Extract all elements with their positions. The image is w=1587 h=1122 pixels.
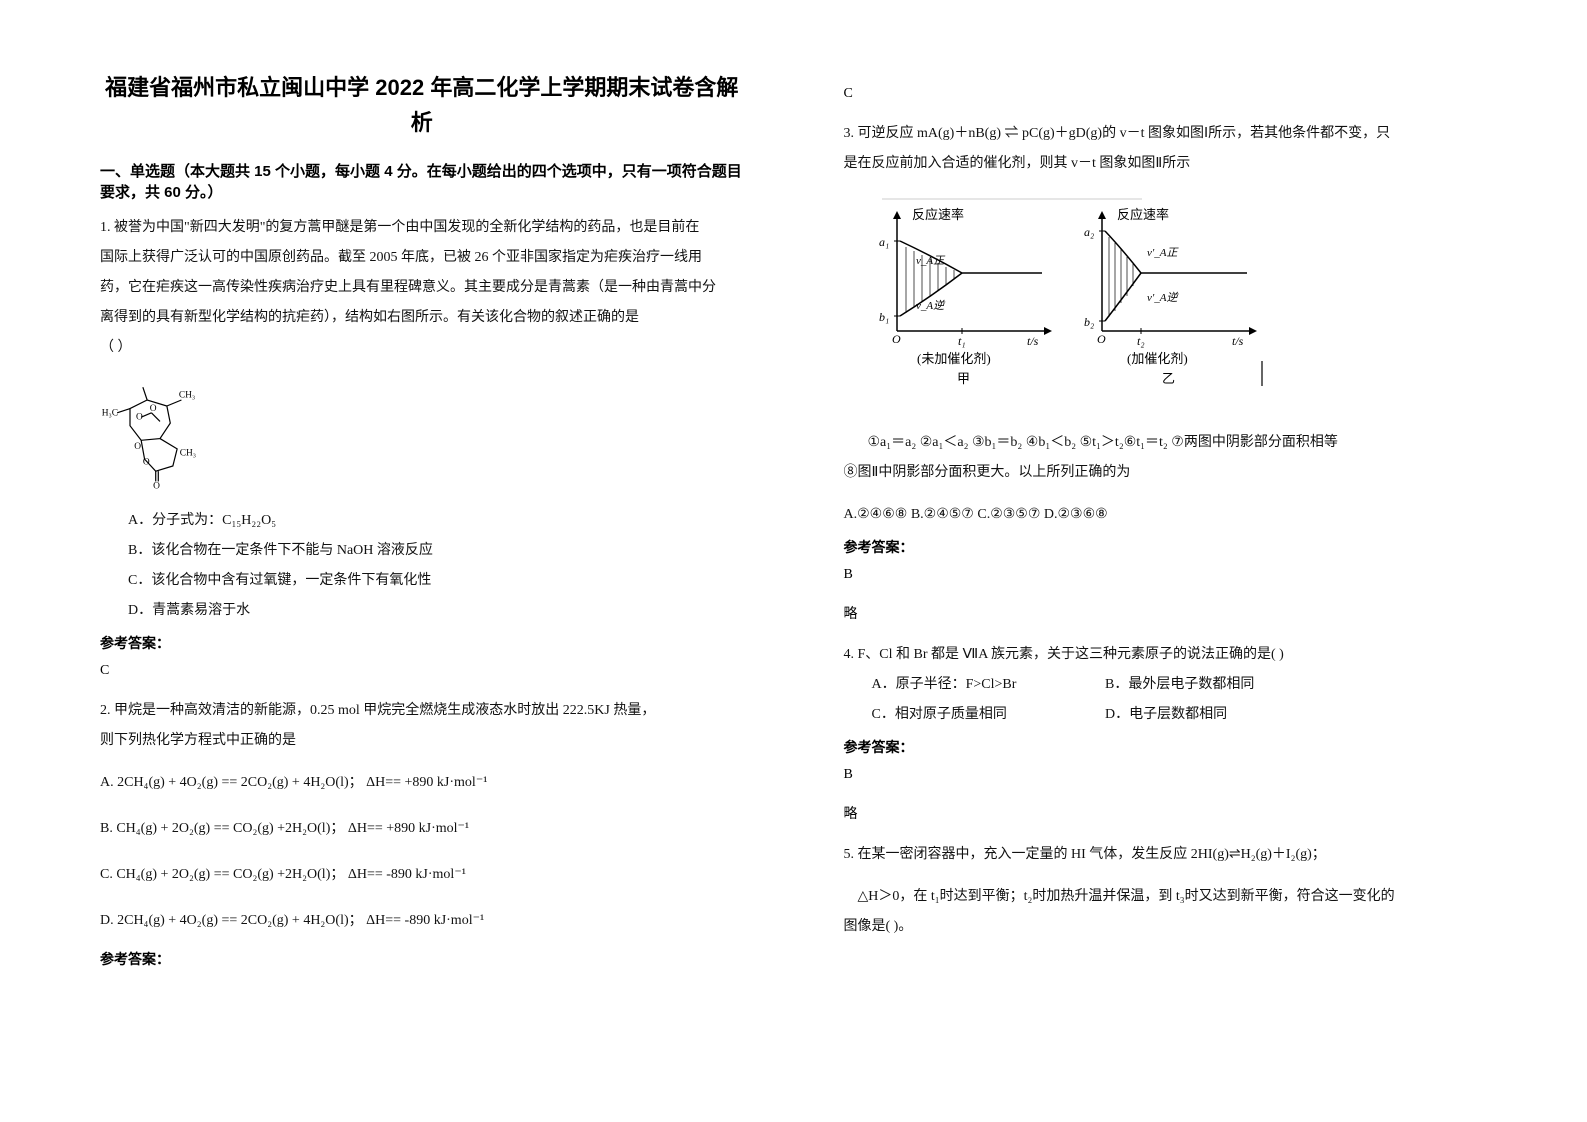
v-reverse-label: v_A逆 bbox=[916, 299, 946, 312]
svg-text:O: O bbox=[892, 332, 901, 346]
q3-choice-line: A.②④⑥⑧ B.②④⑤⑦ C.②③⑤⑦ D.②③⑥⑧ bbox=[844, 501, 1488, 529]
q2-stem-line: 2. 甲烷是一种高效清洁的新能源，0.25 mol 甲烷完全燃烧生成液态水时放出… bbox=[100, 697, 744, 725]
v-forward-label: v_A正 bbox=[916, 255, 946, 267]
section-header: 一、单选题（本大题共 15 个小题，每小题 4 分。在每小题给出的四个选项中，只… bbox=[100, 160, 744, 202]
q1-stem-line: 国际上获得广泛认可的中国原创药品。截至 2005 年底，已被 26 个亚非国家指… bbox=[100, 244, 744, 272]
q3-stem-line: 3. 可逆反应 mA(g)＋nB(g) ⇌ pC(g)＋gD(g)的 v－t 图… bbox=[844, 120, 1488, 148]
q1-option: C．该化合物中含有过氧键，一定条件下有氧化性 bbox=[100, 567, 744, 595]
t2-label: t₂ bbox=[1137, 334, 1145, 348]
question-1: 1. 被誉为中国"新四大发明"的复方蒿甲醚是第一个由中国发现的全新化学结构的药品… bbox=[100, 214, 744, 625]
q2-answer: C bbox=[844, 80, 1488, 108]
answer-label: 参考答案： bbox=[844, 737, 1488, 757]
answer-label: 参考答案： bbox=[100, 633, 744, 653]
ch3-label: CH₃ bbox=[179, 391, 195, 401]
q3-options: ①a₁＝a₂ ②a₁＜a₂ ③b₁＝b₂ ④b₁＜b₂ ⑤t₁＞t₂⑥t₁＝t₂… bbox=[844, 429, 1488, 529]
caption-left-1: (未加催化剂) bbox=[917, 351, 991, 366]
question-5: 5. 在某一密闭容器中，充入一定量的 HI 气体，发生反应 2HI(g)⇌H₂(… bbox=[844, 841, 1488, 941]
q5-stem-line: 5. 在某一密闭容器中，充入一定量的 HI 气体，发生反应 2HI(g)⇌H₂(… bbox=[844, 841, 1488, 869]
q4-option: B．最外层电子数都相同 bbox=[1105, 677, 1254, 692]
q1-stem-line: （ ） bbox=[100, 334, 744, 362]
q3-opt-line: ①a₁＝a₂ ②a₁＜a₂ ③b₁＝b₂ ④b₁＜b₂ ⑤t₁＞t₂⑥t₁＝t₂… bbox=[844, 429, 1488, 457]
molecule-structure-icon: CH₃ H₃C CH₃ O O O O O bbox=[100, 370, 220, 490]
o-label: O bbox=[143, 458, 150, 468]
y-axis-label: 反应速率 bbox=[1117, 207, 1169, 222]
o-label: O bbox=[134, 442, 141, 452]
x-axis-label: t/s bbox=[1027, 334, 1039, 348]
q2-stem-line: 则下列热化学方程式中正确的是 bbox=[100, 727, 744, 755]
q3-answer-note: 略 bbox=[844, 601, 1488, 629]
answer-label: 参考答案： bbox=[100, 949, 744, 969]
q4-stem: 4. F、Cl 和 Br 都是 ⅦA 族元素，关于这三种元素原子的说法正确的是(… bbox=[844, 641, 1488, 669]
y-axis-label: 反应速率 bbox=[912, 207, 964, 222]
q1-stem-line: 离得到的具有新型化学结构的抗疟药），结构如右图所示。有关该化合物的叙述正确的是 bbox=[100, 304, 744, 332]
v-forward-label: v'_A正 bbox=[1147, 247, 1179, 259]
q5-stem-line: △H＞0，在 t₁时达到平衡；t₂时加热升温并保温，到 t₃时又达到新平衡，符合… bbox=[844, 883, 1488, 911]
a1-label: a₁ bbox=[879, 235, 889, 249]
q4-answer: B bbox=[844, 761, 1488, 789]
q4-option: A．原子半径：F>Cl>Br bbox=[872, 671, 1102, 699]
question-4: 4. F、Cl 和 Br 都是 ⅦA 族元素，关于这三种元素原子的说法正确的是(… bbox=[844, 641, 1488, 729]
q2-option: C. CH₄(g) + 2O₂(g) == CO₂(g) +2H₂O(l)； Δ… bbox=[100, 861, 744, 889]
answer-label: 参考答案： bbox=[844, 537, 1488, 557]
q1-option: B．该化合物在一定条件下不能与 NaOH 溶液反应 bbox=[100, 537, 744, 565]
right-page: C 3. 可逆反应 mA(g)＋nB(g) ⇌ pC(g)＋gD(g)的 v－t… bbox=[794, 0, 1587, 1122]
q1-answer: C bbox=[100, 657, 744, 685]
q3-opt-line: ⑧图Ⅱ中阴影部分面积更大。以上所列正确的为 bbox=[844, 459, 1488, 487]
reaction-rate-chart: 反应速率 a₁ b₁ v_A正 v_A逆 O t₁ t/s (未加催化剂) 甲 bbox=[862, 196, 1488, 411]
b1-label: b₁ bbox=[879, 310, 889, 324]
question-3: 3. 可逆反应 mA(g)＋nB(g) ⇌ pC(g)＋gD(g)的 v－t 图… bbox=[844, 120, 1488, 178]
q3-answer: B bbox=[844, 561, 1488, 589]
q2-option: D. 2CH₄(g) + 4O₂(g) == 2CO₂(g) + 4H₂O(l)… bbox=[100, 907, 744, 935]
left-page: 福建省福州市私立闽山中学 2022 年高二化学上学期期末试卷含解析 一、单选题（… bbox=[0, 0, 794, 1122]
q1-option: D．青蒿素易溶于水 bbox=[100, 597, 744, 625]
q3-stem-line: 是在反应前加入合适的催化剂，则其 v－t 图象如图Ⅱ所示 bbox=[844, 150, 1488, 178]
caption-right-2: 乙 bbox=[1162, 371, 1175, 386]
q5-stem-line: 图像是( )。 bbox=[844, 913, 1488, 941]
q1-option: A．分子式为：C₁₅H₂₂O₅ bbox=[100, 507, 744, 535]
o-label: O bbox=[136, 413, 143, 423]
ch3-label: CH₃ bbox=[180, 449, 196, 459]
page-title: 福建省福州市私立闽山中学 2022 年高二化学上学期期末试卷含解析 bbox=[100, 70, 744, 140]
q2-option: B. CH₄(g) + 2O₂(g) == CO₂(g) +2H₂O(l)； Δ… bbox=[100, 815, 744, 843]
q4-option: D．电子层数都相同 bbox=[1105, 707, 1227, 722]
caption-right-1: (加催化剂) bbox=[1127, 351, 1188, 366]
b2-label: b₂ bbox=[1084, 315, 1094, 329]
h3c-label: H₃C bbox=[102, 409, 118, 419]
question-2: 2. 甲烷是一种高效清洁的新能源，0.25 mol 甲烷完全燃烧生成液态水时放出… bbox=[100, 697, 744, 935]
q1-stem-line: 药，它在疟疾这一高传染性疾病治疗史上具有里程碑意义。其主要成分是青蒿素（是一种由… bbox=[100, 274, 744, 302]
q2-option: A. 2CH₄(g) + 4O₂(g) == 2CO₂(g) + 4H₂O(l)… bbox=[100, 769, 744, 797]
q4-answer-note: 略 bbox=[844, 801, 1488, 829]
svg-text:O: O bbox=[1097, 332, 1106, 346]
o-label: O bbox=[153, 482, 160, 491]
a2-label: a₂ bbox=[1084, 225, 1094, 239]
q1-stem-line: 1. 被誉为中国"新四大发明"的复方蒿甲醚是第一个由中国发现的全新化学结构的药品… bbox=[100, 214, 744, 242]
x-axis-label: t/s bbox=[1232, 334, 1244, 348]
v-reverse-label: v'_A逆 bbox=[1147, 291, 1179, 304]
caption-left-2: 甲 bbox=[957, 371, 970, 386]
o-label: O bbox=[150, 405, 157, 415]
q4-option: C．相对原子质量相同 bbox=[872, 701, 1102, 729]
t1-label: t₁ bbox=[958, 334, 966, 348]
